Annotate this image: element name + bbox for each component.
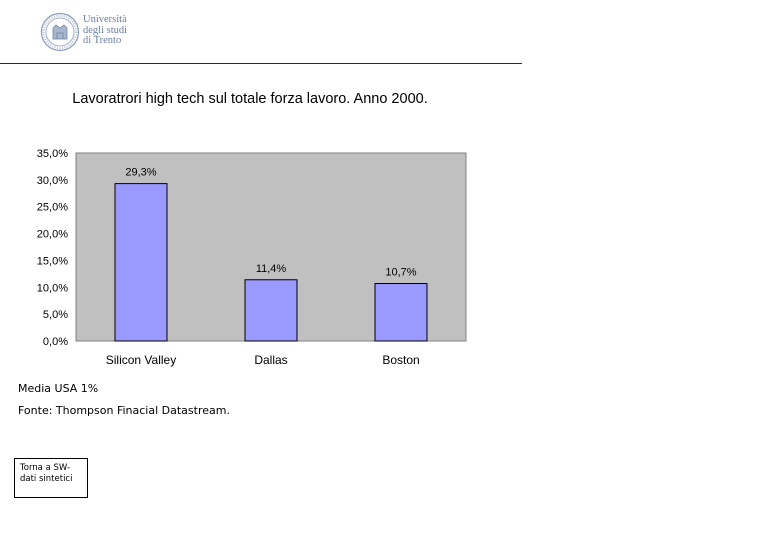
logo-line: degli studi bbox=[83, 24, 128, 36]
y-axis-ticks: 35,0% 30,0% 25,0% 20,0% 15,0% 10,0% 5,0% 0,0% bbox=[37, 148, 68, 348]
data-label: 29,3% bbox=[125, 167, 156, 179]
y-tick-label: 35,0% bbox=[37, 148, 68, 160]
y-tick-label: 10,0% bbox=[37, 282, 68, 294]
y-tick-label: 15,0% bbox=[37, 255, 68, 267]
bar bbox=[114, 183, 168, 342]
y-tick-label: 30,0% bbox=[37, 175, 68, 187]
x-axis-labels: Silicon Valley Dallas Boston bbox=[106, 353, 420, 367]
x-tick-label: Silicon Valley bbox=[106, 353, 176, 367]
y-tick-label: 25,0% bbox=[37, 202, 68, 214]
y-tick-label: 5,0% bbox=[43, 309, 68, 321]
university-logo: Università degli studi di Trento bbox=[40, 12, 140, 52]
x-tick-label: Boston bbox=[382, 353, 419, 367]
y-tick-label: 20,0% bbox=[37, 229, 68, 241]
bars bbox=[114, 183, 428, 342]
logo-line: Università bbox=[83, 14, 127, 25]
header-divider bbox=[0, 63, 522, 64]
university-seal-icon bbox=[40, 12, 80, 52]
data-labels: 29,3% 11,4% 10,7% bbox=[125, 167, 416, 279]
logo-line: di Trento bbox=[83, 35, 122, 46]
data-label: 11,4% bbox=[256, 263, 287, 275]
bar bbox=[244, 279, 298, 342]
x-tick-label: Dallas bbox=[254, 353, 287, 367]
back-to-summary-button[interactable]: Torna a SW-dati sintetici bbox=[14, 458, 88, 498]
bar-chart: 35,0% 30,0% 25,0% 20,0% 15,0% 10,0% 5,0% 0,0% 2… bbox=[37, 148, 467, 367]
chart-title: Lavoratrori high tech sul totale forza l… bbox=[72, 91, 428, 107]
usa-average-note: Media USA 1% bbox=[18, 382, 99, 395]
source-note: Fonte: Thompson Finacial Datastream. bbox=[18, 404, 230, 417]
data-label: 10,7% bbox=[385, 267, 416, 279]
bar bbox=[374, 283, 428, 342]
y-tick-label: 0,0% bbox=[43, 336, 68, 348]
university-name: Università degli studi di Trento bbox=[83, 14, 153, 47]
